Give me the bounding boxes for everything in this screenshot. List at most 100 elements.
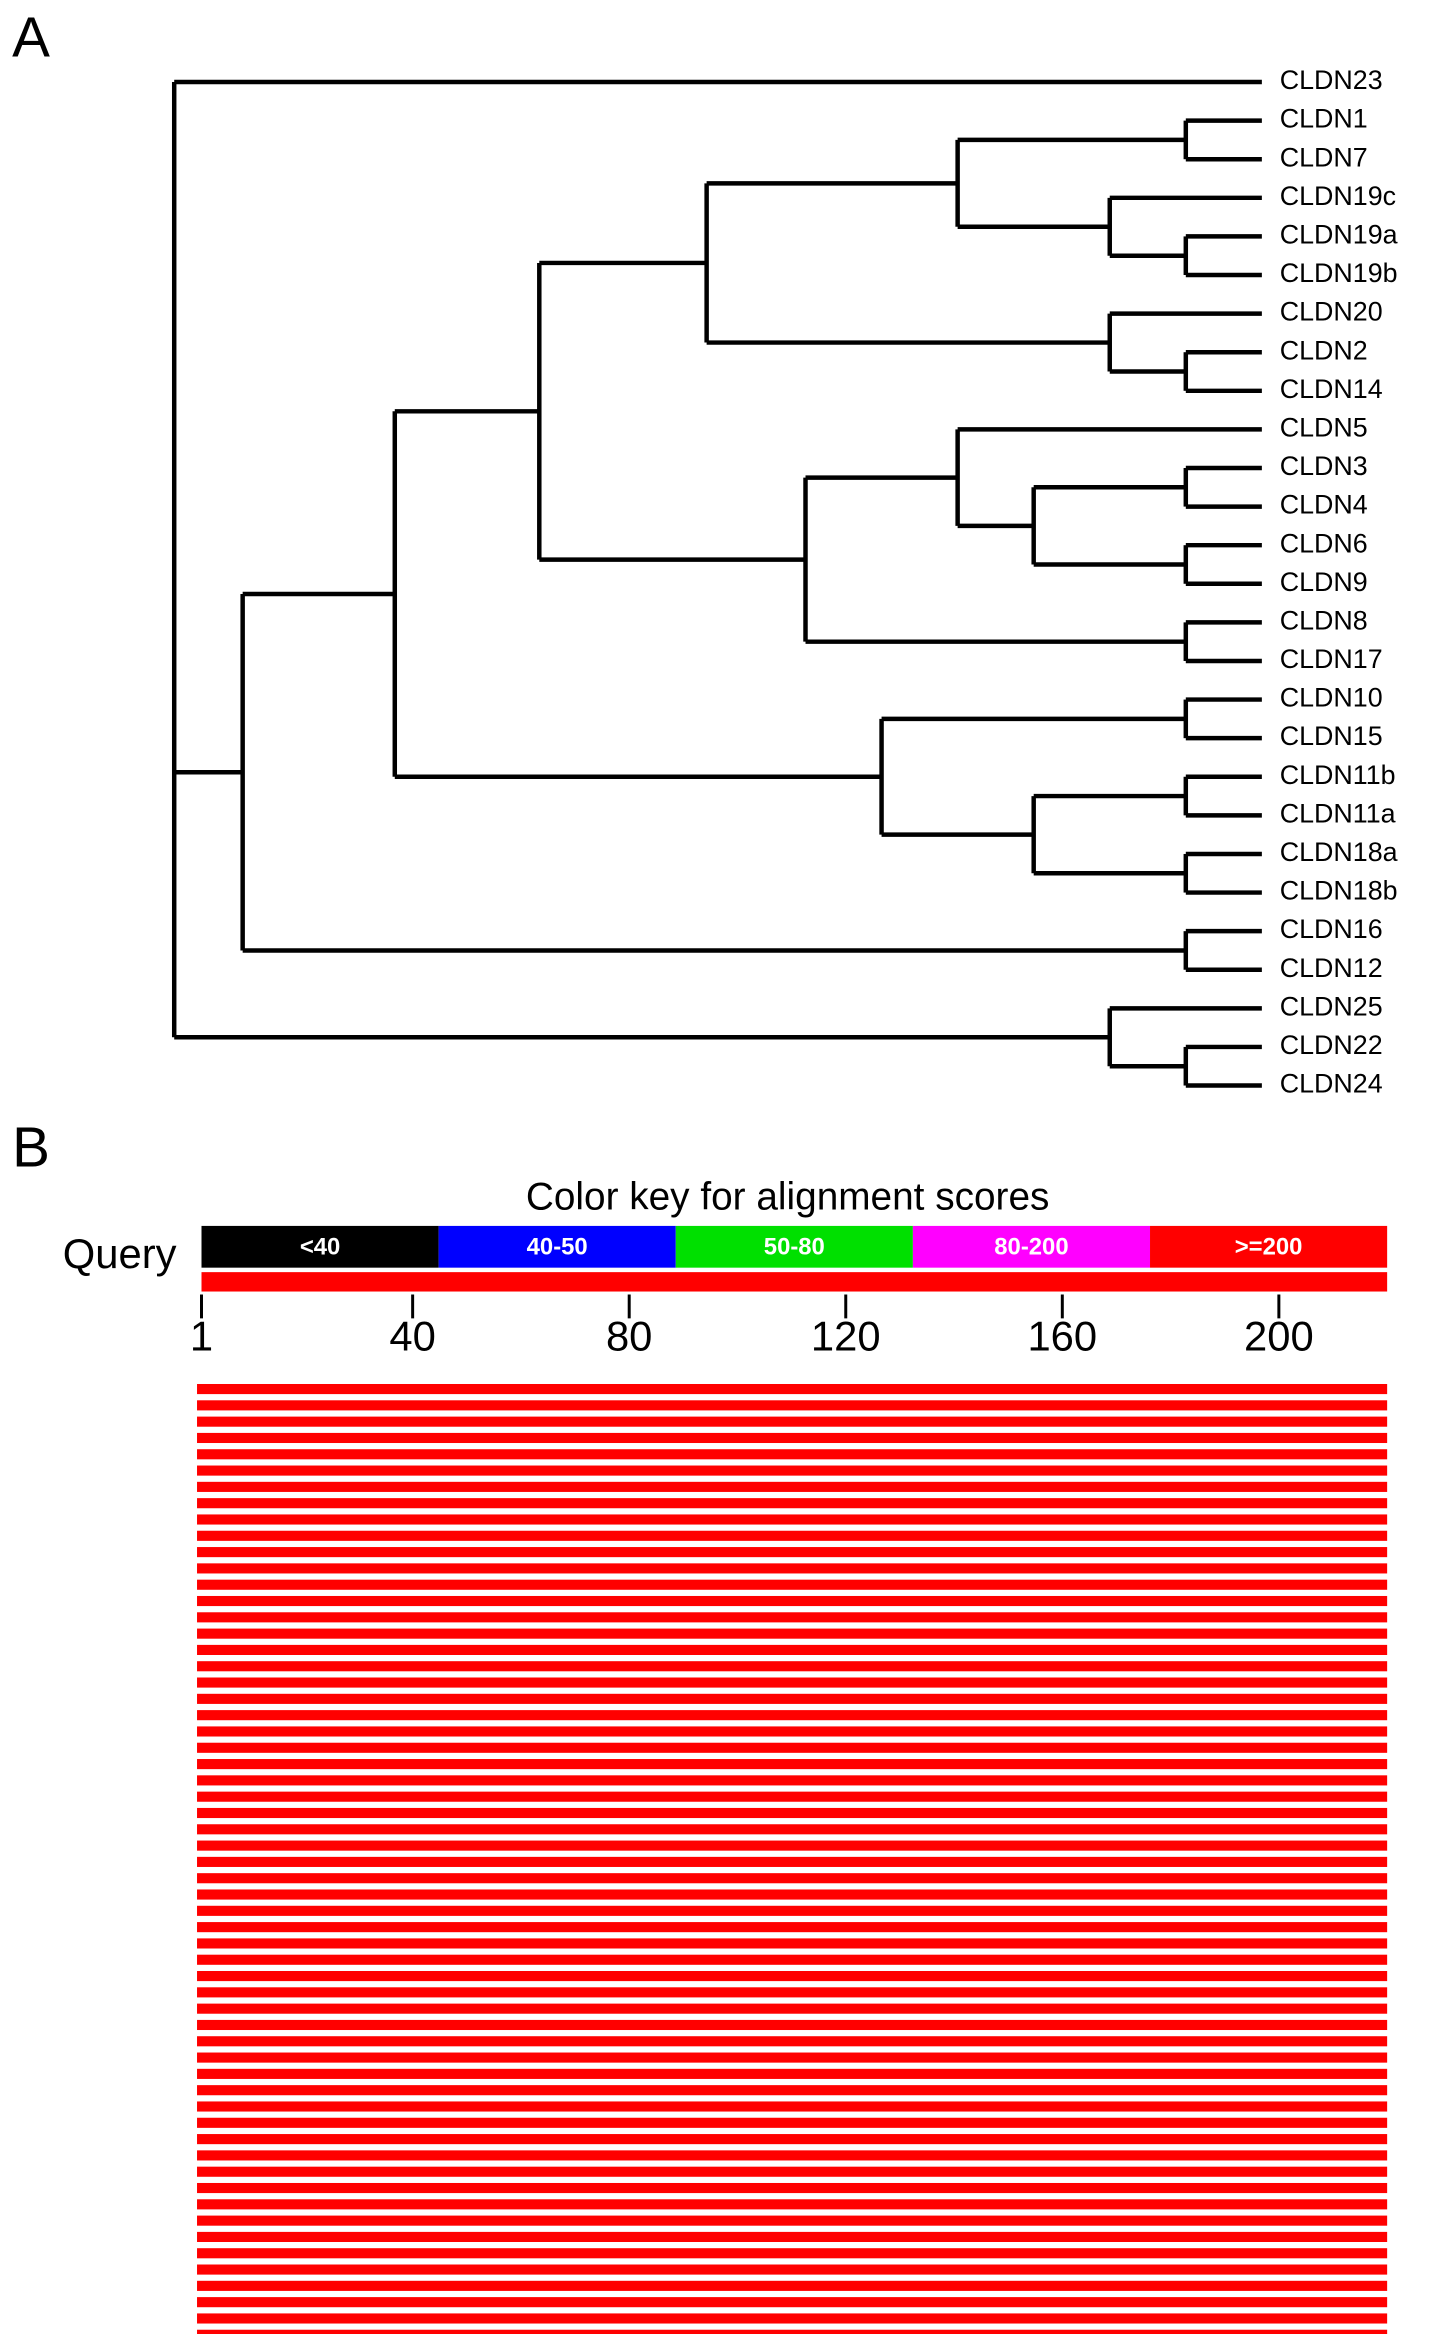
key-box: [201, 1225, 439, 1268]
panel-label: A: [12, 7, 50, 70]
leaf-label: CLDN14: [1280, 374, 1383, 404]
hit: [197, 1742, 1388, 1753]
tick-label: 120: [811, 1312, 881, 1359]
hit: [197, 1807, 1388, 1819]
tick-label: 80: [606, 1312, 652, 1359]
leaf-label: CLDN5: [1280, 412, 1368, 442]
hit: [197, 1824, 1388, 1835]
hit: [197, 2182, 1388, 2194]
hit: [197, 2134, 1388, 2145]
hit: [197, 1677, 1388, 1688]
leaf-label: CLDN15: [1280, 721, 1383, 751]
key-box: [1150, 1225, 1388, 1268]
hit: [197, 2264, 1388, 2275]
hit: [197, 1595, 1388, 1607]
leaf-label: CLDN16: [1280, 914, 1383, 944]
hit: [197, 1970, 1388, 1982]
hit: [197, 2231, 1388, 2243]
leaf-label: CLDN8: [1280, 605, 1368, 635]
hit: [197, 1922, 1388, 1933]
hit: [197, 2166, 1388, 2177]
key-label: <40: [300, 1234, 340, 1261]
hit: [197, 2085, 1388, 2096]
query-label: Query: [63, 1230, 177, 1277]
hit: [197, 2101, 1388, 2112]
hit: [197, 2068, 1388, 2079]
hit: [197, 1465, 1388, 1476]
hit: [197, 1856, 1388, 1867]
hit: [197, 2117, 1388, 2128]
hit: [197, 1938, 1388, 1949]
leaf-label: CLDN10: [1280, 683, 1383, 713]
hit: [197, 1661, 1388, 1672]
hit: [197, 2150, 1388, 2161]
leaf-label: CLDN19c: [1280, 181, 1396, 211]
leaf-label: CLDN12: [1280, 953, 1383, 983]
leaf-label: CLDN4: [1280, 490, 1368, 520]
leaf-label: CLDN17: [1280, 644, 1383, 674]
hit: [197, 2248, 1388, 2259]
key-box: [438, 1225, 676, 1268]
leaf-label: CLDN18b: [1280, 876, 1398, 906]
leaf-label: CLDN1: [1280, 104, 1368, 134]
hit: [197, 2280, 1388, 2291]
hit: [197, 1449, 1388, 1460]
key-label: 80-200: [994, 1234, 1068, 1261]
leaf-label: CLDN2: [1280, 335, 1368, 365]
hit: [197, 1791, 1388, 1802]
hit: [197, 1693, 1388, 1704]
hit: [197, 1759, 1388, 1770]
leaf-label: CLDN23: [1280, 65, 1383, 95]
leaf-label: CLDN18a: [1280, 837, 1398, 867]
hit: [197, 1644, 1388, 1655]
hit: [197, 1710, 1388, 1721]
hit: [197, 2199, 1388, 2210]
hit: [197, 1481, 1388, 1492]
query-bar: [201, 1272, 1388, 1292]
panel-label: B: [12, 1116, 50, 1179]
tick-label: 200: [1244, 1312, 1314, 1359]
hit: [197, 2215, 1388, 2226]
leaf-label: CLDN6: [1280, 528, 1368, 558]
hit: [197, 2052, 1388, 2063]
leaf-label: CLDN3: [1280, 451, 1368, 481]
hit: [197, 1954, 1388, 1965]
hit: [197, 1612, 1388, 1623]
hit: [197, 2036, 1388, 2047]
hit: [197, 2297, 1388, 2308]
hit: [197, 1432, 1388, 1444]
leaf-label: CLDN24: [1280, 1069, 1383, 1099]
key-label: >=200: [1235, 1234, 1303, 1261]
tick-label: 1: [190, 1312, 213, 1359]
tick-label: 160: [1027, 1312, 1097, 1359]
hit: [197, 1987, 1388, 1998]
key-title: Color key for alignment scores: [526, 1175, 1050, 1218]
hit: [197, 1775, 1388, 1786]
leaf-label: CLDN7: [1280, 142, 1368, 172]
hit: [197, 1514, 1388, 1525]
hit: [197, 1383, 1388, 1395]
leaf-label: CLDN22: [1280, 1030, 1383, 1060]
key-label: 40-50: [527, 1234, 588, 1261]
key-box: [912, 1225, 1151, 1268]
hit: [197, 1873, 1388, 1884]
hit: [197, 1563, 1388, 1574]
leaf-label: CLDN11b: [1280, 760, 1396, 790]
leaf-label: CLDN9: [1280, 567, 1368, 597]
hit: [197, 1498, 1388, 1509]
leaf-label: CLDN25: [1280, 991, 1383, 1021]
hit: [197, 2329, 1388, 2334]
leaf-label: CLDN19a: [1280, 220, 1398, 250]
tick-label: 40: [389, 1312, 435, 1359]
hit: [197, 1905, 1388, 1916]
hit: [197, 1726, 1388, 1737]
leaf-label: CLDN19b: [1280, 258, 1398, 288]
hit: [197, 1400, 1388, 1411]
hit: [197, 1579, 1388, 1590]
hit: [197, 2019, 1388, 2031]
key-label: 50-80: [764, 1234, 825, 1261]
key-box: [675, 1225, 913, 1268]
leaf-label: CLDN11a: [1280, 798, 1396, 828]
hit: [197, 1530, 1388, 1541]
